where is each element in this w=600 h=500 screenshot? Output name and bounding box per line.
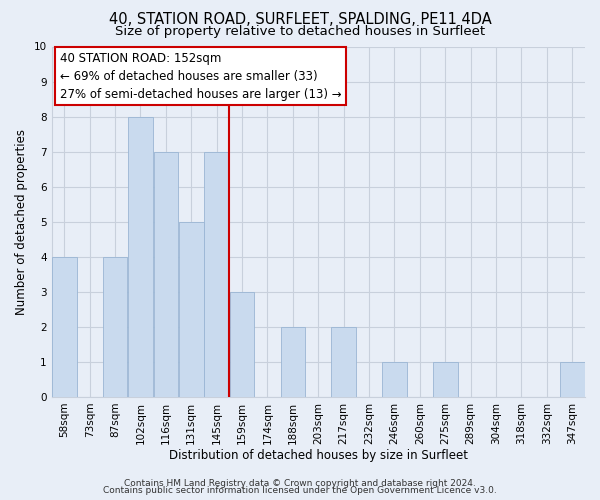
Bar — [179, 222, 203, 397]
Bar — [103, 257, 127, 397]
Text: Contains HM Land Registry data © Crown copyright and database right 2024.: Contains HM Land Registry data © Crown c… — [124, 478, 476, 488]
Bar — [281, 327, 305, 397]
Text: 40 STATION ROAD: 152sqm
← 69% of detached houses are smaller (33)
27% of semi-de: 40 STATION ROAD: 152sqm ← 69% of detache… — [59, 52, 341, 101]
Bar — [331, 327, 356, 397]
Text: Contains public sector information licensed under the Open Government Licence v3: Contains public sector information licen… — [103, 486, 497, 495]
Bar — [560, 362, 584, 397]
Bar — [230, 292, 254, 397]
Bar — [52, 257, 77, 397]
Text: 40, STATION ROAD, SURFLEET, SPALDING, PE11 4DA: 40, STATION ROAD, SURFLEET, SPALDING, PE… — [109, 12, 491, 28]
Y-axis label: Number of detached properties: Number of detached properties — [15, 128, 28, 314]
Text: Size of property relative to detached houses in Surfleet: Size of property relative to detached ho… — [115, 25, 485, 38]
Bar — [382, 362, 407, 397]
Bar — [433, 362, 458, 397]
Bar — [205, 152, 229, 397]
X-axis label: Distribution of detached houses by size in Surfleet: Distribution of detached houses by size … — [169, 450, 468, 462]
Bar — [154, 152, 178, 397]
Bar — [128, 116, 153, 397]
